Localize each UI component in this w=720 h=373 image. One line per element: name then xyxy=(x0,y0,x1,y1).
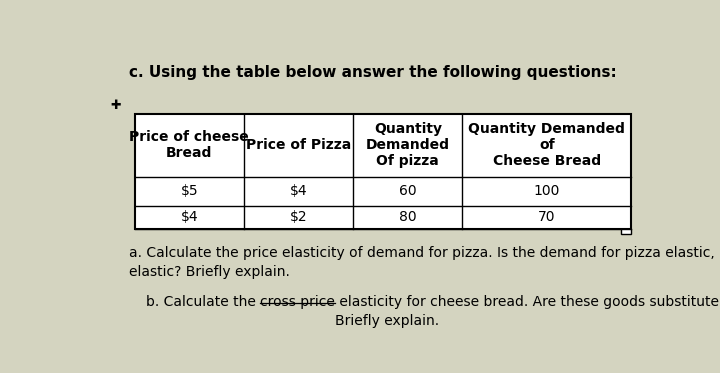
Text: ✚: ✚ xyxy=(110,99,120,112)
Text: elasticity for cheese bread. Are these goods substitute or complement?
Briefly e: elasticity for cheese bread. Are these g… xyxy=(335,295,720,328)
Text: Price of cheese
Bread: Price of cheese Bread xyxy=(130,130,249,160)
Bar xyxy=(135,114,631,229)
Text: 80: 80 xyxy=(399,210,417,224)
Text: a. Calculate the price elasticity of demand for pizza. Is the demand for pizza e: a. Calculate the price elasticity of dem… xyxy=(129,246,720,279)
Bar xyxy=(621,229,631,234)
Text: 60: 60 xyxy=(399,184,417,198)
Text: $4: $4 xyxy=(181,210,198,224)
Text: $2: $2 xyxy=(289,210,307,224)
Text: cross price: cross price xyxy=(260,295,335,308)
Text: Price of Pizza: Price of Pizza xyxy=(246,138,351,152)
Text: Quantity
Demanded
Of pizza: Quantity Demanded Of pizza xyxy=(366,122,450,169)
Text: c. Using the table below answer the following questions:: c. Using the table below answer the foll… xyxy=(129,65,617,80)
Text: $5: $5 xyxy=(181,184,198,198)
Text: b. Calculate the: b. Calculate the xyxy=(145,295,260,308)
Text: $4: $4 xyxy=(289,184,307,198)
Text: 70: 70 xyxy=(538,210,556,224)
Text: 100: 100 xyxy=(534,184,560,198)
Text: Quantity Demanded
of
Cheese Bread: Quantity Demanded of Cheese Bread xyxy=(469,122,625,169)
